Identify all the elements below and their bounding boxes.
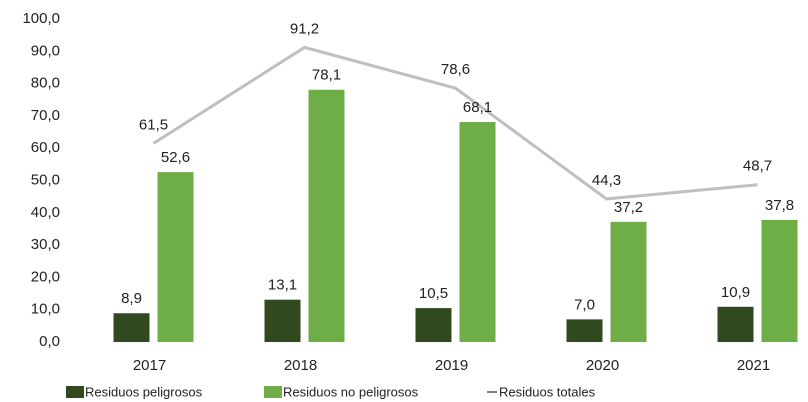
data-label: 10,5 [419, 285, 448, 302]
data-label: 44,3 [592, 172, 621, 189]
legend-swatch [264, 386, 282, 398]
data-label: 78,1 [312, 67, 341, 84]
bar [610, 221, 647, 342]
data-label: 61,5 [139, 116, 168, 133]
data-label: 13,1 [268, 277, 297, 294]
bar [308, 89, 345, 342]
x-tick-label: 2018 [284, 357, 317, 374]
data-label: 48,7 [743, 158, 772, 175]
bar [566, 319, 603, 342]
bar [761, 219, 798, 342]
x-tick-label: 2020 [586, 357, 619, 374]
y-tick-label: 40,0 [31, 204, 60, 221]
legend-label: Residuos no peligrosos [283, 384, 419, 399]
legend-label: Residuos totales [499, 384, 596, 399]
bar [113, 313, 150, 342]
data-label: 10,9 [721, 284, 750, 301]
x-tick-label: 2019 [435, 357, 468, 374]
y-tick-label: 30,0 [31, 236, 60, 253]
legend-label: Residuos peligrosos [85, 384, 203, 399]
y-tick-label: 90,0 [31, 42, 60, 59]
data-label: 37,8 [765, 197, 794, 214]
x-tick-label: 2021 [737, 357, 770, 374]
bar [459, 122, 496, 342]
y-tick-label: 0,0 [39, 333, 60, 350]
legend-swatch [66, 386, 84, 398]
y-tick-label: 50,0 [31, 171, 60, 188]
data-label: 68,1 [463, 99, 492, 116]
bar [717, 306, 754, 342]
data-label: 78,6 [441, 61, 470, 78]
y-tick-label: 10,0 [31, 301, 60, 318]
y-tick-label: 70,0 [31, 107, 60, 124]
data-label: 52,6 [161, 149, 190, 166]
y-tick-label: 100,0 [22, 10, 60, 27]
data-label: 91,2 [290, 20, 319, 37]
data-label: 8,9 [121, 290, 142, 307]
x-tick-label: 2017 [133, 357, 166, 374]
bar [157, 172, 194, 342]
line [152, 45, 758, 201]
bar [415, 308, 452, 342]
data-label: 7,0 [574, 296, 595, 313]
bar [264, 299, 301, 342]
y-tick-label: 60,0 [31, 139, 60, 156]
data-label: 37,2 [614, 199, 643, 216]
y-tick-label: 80,0 [31, 75, 60, 92]
y-tick-label: 20,0 [31, 268, 60, 285]
